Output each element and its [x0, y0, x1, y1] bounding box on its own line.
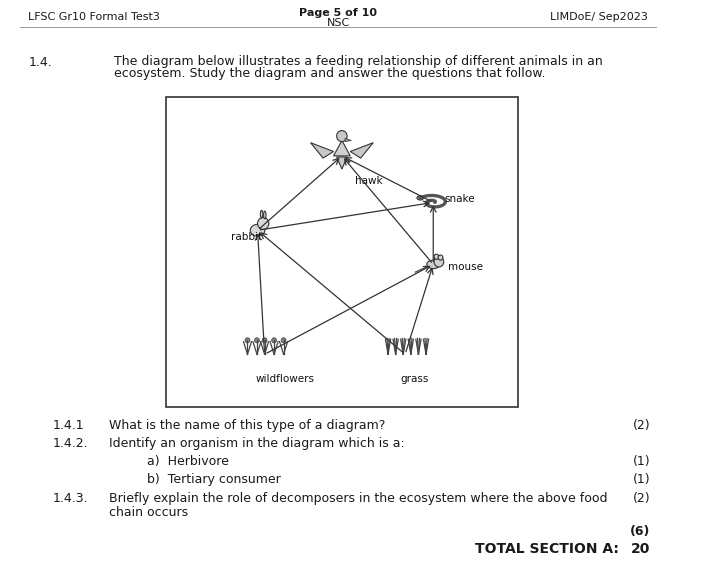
- Text: (2): (2): [633, 492, 651, 505]
- Circle shape: [272, 338, 276, 343]
- Circle shape: [245, 338, 250, 343]
- Polygon shape: [310, 143, 333, 158]
- Text: (1): (1): [633, 473, 651, 486]
- Text: 20: 20: [631, 542, 651, 556]
- Polygon shape: [337, 157, 347, 169]
- Text: (6): (6): [630, 525, 651, 538]
- Text: The diagram below illustrates a feeding relationship of different animals in an: The diagram below illustrates a feeding …: [114, 56, 603, 69]
- Polygon shape: [350, 143, 373, 158]
- Polygon shape: [345, 138, 351, 142]
- Text: (1): (1): [633, 455, 651, 468]
- Text: 1.4.1: 1.4.1: [52, 419, 84, 432]
- Text: wildflowers: wildflowers: [255, 374, 314, 384]
- Text: What is the name of this type of a diagram?: What is the name of this type of a diagr…: [109, 419, 386, 432]
- Ellipse shape: [417, 196, 424, 200]
- Circle shape: [434, 254, 439, 259]
- Text: snake: snake: [444, 194, 476, 204]
- Text: hawk: hawk: [355, 176, 383, 186]
- Text: 1.4.3.: 1.4.3.: [52, 492, 88, 505]
- Polygon shape: [333, 141, 350, 156]
- Text: mouse: mouse: [449, 263, 483, 272]
- Ellipse shape: [261, 210, 263, 218]
- Text: TOTAL SECTION A:: TOTAL SECTION A:: [475, 542, 619, 556]
- Text: chain occurs: chain occurs: [109, 506, 189, 519]
- Text: LIMDoE/ Sep2023: LIMDoE/ Sep2023: [550, 12, 648, 22]
- Text: b)  Tertiary consumer: b) Tertiary consumer: [147, 473, 281, 486]
- Ellipse shape: [426, 260, 440, 269]
- Ellipse shape: [251, 225, 265, 236]
- Text: ecosystem. Study the diagram and answer the questions that follow.: ecosystem. Study the diagram and answer …: [114, 67, 545, 81]
- Circle shape: [337, 130, 347, 142]
- Text: grass: grass: [400, 374, 429, 384]
- Text: 1.4.: 1.4.: [28, 56, 52, 69]
- Circle shape: [258, 218, 269, 230]
- Text: Identify an organism in the diagram which is a:: Identify an organism in the diagram whic…: [109, 437, 405, 450]
- Text: Page 5 of 10: Page 5 of 10: [299, 8, 377, 18]
- Text: NSC: NSC: [327, 18, 350, 28]
- Text: (2): (2): [633, 419, 651, 432]
- Text: Briefly explain the role of decomposers in the ecosystem where the above food: Briefly explain the role of decomposers …: [109, 492, 608, 505]
- Text: LFSC Gr10 Formal Test3: LFSC Gr10 Formal Test3: [28, 12, 160, 22]
- FancyBboxPatch shape: [166, 97, 518, 407]
- Circle shape: [438, 255, 443, 260]
- Circle shape: [262, 338, 267, 343]
- Ellipse shape: [263, 211, 266, 219]
- Text: a)  Herbivore: a) Herbivore: [147, 455, 229, 468]
- Circle shape: [255, 338, 259, 343]
- Text: rabbit: rabbit: [231, 232, 262, 242]
- Circle shape: [281, 338, 286, 343]
- Circle shape: [434, 257, 444, 267]
- Text: 1.4.2.: 1.4.2.: [52, 437, 88, 450]
